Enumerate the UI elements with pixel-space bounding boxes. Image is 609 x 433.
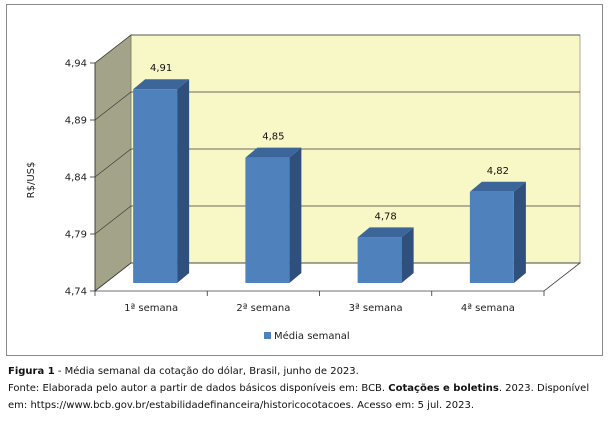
bar-front — [133, 89, 178, 283]
bar — [469, 181, 526, 283]
bar-top — [245, 147, 302, 158]
bar-top — [357, 227, 414, 238]
y-axis-label: R$/US$ — [26, 162, 37, 199]
y-tick-label: 4,94 — [65, 59, 87, 70]
bar-side — [289, 147, 302, 283]
legend: Média semanal — [264, 330, 350, 342]
data-label: 4,78 — [374, 211, 396, 222]
y-tick-label: 4,79 — [65, 230, 87, 241]
gridlines — [90, 34, 580, 296]
gridline — [94, 34, 580, 64]
bars — [133, 79, 526, 283]
chart-frame: 4,74 4,79 4,84 4,89 4,94 1ª semana 2ª semana 3… — [6, 4, 603, 356]
category-label: 2ª semana — [236, 303, 290, 314]
source-bold: Cotações e boletins — [388, 383, 499, 394]
figure-caption: Figura 1 - Média semanal da cotação do d… — [8, 363, 602, 414]
figure-label: Figura 1 — [8, 366, 55, 377]
bar-front — [245, 157, 290, 283]
figure-text: - Média semanal da cotação do dólar, Bra… — [54, 366, 359, 377]
bar-side — [513, 181, 526, 283]
bar-chart: 4,74 4,79 4,84 4,89 4,94 1ª semana 2ª semana 3… — [26, 34, 582, 342]
category-label: 3ª semana — [349, 303, 403, 314]
y-tick-label: 4,74 — [65, 287, 87, 298]
category-label: 4ª semana — [461, 303, 515, 314]
gridline — [94, 148, 580, 178]
bar — [133, 79, 190, 283]
caption-line: Figura 1 - Média semanal da cotação do d… — [8, 363, 602, 380]
y-tick-labels: 4,74 4,79 4,84 4,89 4,94 — [65, 59, 87, 298]
bar-front — [469, 191, 514, 283]
data-labels: 4,91 4,85 4,78 4,82 — [150, 63, 509, 222]
bar — [357, 227, 414, 283]
bar-front — [357, 237, 402, 283]
data-label: 4,85 — [262, 132, 284, 143]
bar-side — [177, 79, 190, 283]
source-line: Fonte: Elaborada pelo autor a partir de … — [8, 380, 602, 414]
gridline — [94, 91, 580, 121]
bar-top — [133, 79, 190, 90]
legend-swatch — [264, 332, 271, 339]
source-suffix: . 2023. Disponível em: https://www.bcb.g… — [8, 383, 590, 411]
category-label: 1ª semana — [124, 303, 178, 314]
data-label: 4,82 — [487, 166, 509, 177]
y-tick-label: 4,84 — [65, 173, 87, 184]
bar — [245, 147, 302, 283]
y-tick-label: 4,89 — [65, 116, 87, 127]
source-prefix: Fonte: Elaborada pelo autor a partir de … — [8, 383, 389, 394]
x-tick-labels: 1ª semana 2ª semana 3ª semana 4ª semana — [124, 303, 515, 314]
legend-label: Média semanal — [274, 330, 350, 342]
gridline — [94, 262, 580, 292]
gridline — [94, 205, 580, 235]
bar-top — [469, 181, 526, 192]
bar-side — [401, 227, 414, 283]
data-label: 4,91 — [150, 63, 172, 74]
